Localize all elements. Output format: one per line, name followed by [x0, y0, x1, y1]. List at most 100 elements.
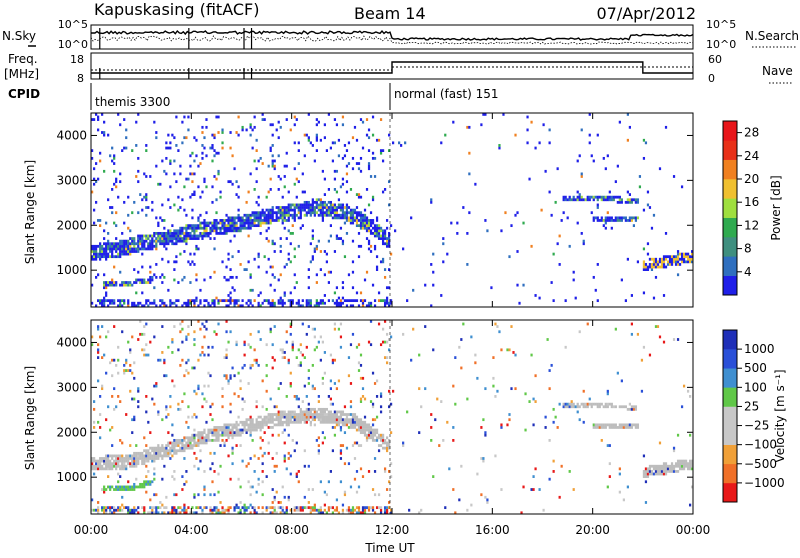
velocity-pixel [283, 457, 286, 460]
velocity-pixel [596, 426, 599, 429]
velocity-pixel [105, 371, 108, 375]
power-pixel [373, 226, 377, 230]
velocity-pixel [247, 423, 250, 427]
power-pixel [371, 151, 375, 155]
power-pixel [271, 273, 274, 277]
power-pixel [231, 226, 234, 230]
velocity-pixel [153, 384, 156, 388]
power-pixel [155, 216, 158, 220]
velocity-pixel [662, 464, 666, 468]
power-pixel [249, 213, 252, 217]
velocity-pixel [652, 467, 656, 471]
power-pixel [183, 208, 186, 212]
velocity-pixel [251, 485, 254, 489]
power-pixel [95, 244, 98, 248]
velocity-pixel [430, 413, 433, 416]
velocity-pixel [137, 451, 140, 455]
power-pixel [193, 226, 196, 230]
power-pixel [369, 221, 373, 225]
velocity-pixel [367, 506, 371, 510]
power-pixel [367, 149, 371, 152]
power-pixel [183, 250, 186, 253]
velocity-pixel [177, 441, 180, 445]
velocity-pixel [285, 413, 288, 416]
velocity-pixel [179, 330, 182, 334]
velocity-pixel [173, 508, 176, 512]
power-pixel [279, 206, 282, 209]
power-pixel [231, 229, 234, 233]
power-pixel [335, 211, 339, 215]
power-pixel [251, 219, 254, 222]
velocity-pixel [373, 433, 377, 437]
velocity-pixel [275, 405, 278, 409]
power-pixel [331, 211, 335, 215]
power-pixel [197, 224, 200, 228]
velocity-pixel [287, 498, 290, 502]
power-pixel [371, 198, 375, 202]
velocity-pixel [618, 423, 621, 427]
velocity-pixel [97, 327, 100, 331]
velocity-pixel [155, 382, 158, 385]
velocity-pixel [369, 506, 373, 510]
power-pixel [189, 299, 192, 303]
power-pixel [456, 221, 459, 225]
power-pixel [319, 203, 322, 207]
power-pixel [522, 221, 525, 225]
velocity-pixel [239, 431, 242, 435]
power-pixel [534, 294, 537, 297]
velocity-pixel [251, 418, 254, 422]
power-pixel [221, 299, 224, 303]
velocity-pixel [243, 353, 246, 357]
velocity-pixel [353, 426, 357, 429]
velocity-pixel [361, 420, 365, 424]
velocity-pixel [313, 348, 316, 352]
velocity-pixel [371, 506, 375, 510]
power-pixel [277, 188, 280, 191]
velocity-pixel [299, 418, 302, 422]
power-pixel [301, 203, 304, 207]
velocity-pixel [97, 348, 100, 352]
velocity-pixel [381, 327, 385, 331]
velocity-pixel [147, 353, 150, 357]
velocity-pixel [239, 508, 242, 512]
velocity-pixel [135, 444, 138, 447]
power-pixel [257, 252, 260, 256]
power-pixel [299, 206, 302, 209]
velocity-pixel [257, 363, 260, 367]
velocity-pixel [676, 338, 680, 341]
velocity-pixel [333, 420, 337, 424]
velocity-pixel [185, 369, 188, 372]
power-pixel [195, 224, 198, 228]
power-pixel [632, 224, 636, 228]
velocity-pixel [197, 387, 200, 391]
power-pixel [121, 250, 124, 253]
power-pixel [127, 226, 130, 230]
power-pixel [201, 125, 204, 129]
velocity-pixel [111, 485, 114, 489]
power-pixel [107, 242, 110, 246]
power-pixel [217, 131, 220, 134]
power-pixel [119, 180, 122, 184]
velocity-pixel [263, 451, 266, 455]
power-pixel [159, 182, 162, 186]
velocity-pixel [109, 488, 112, 491]
velocity-pixel [381, 433, 385, 437]
velocity-pixel [245, 420, 248, 424]
power-pixel [177, 231, 180, 235]
power-pixel [143, 278, 146, 282]
velocity-pixel [307, 369, 310, 372]
power-pixel [600, 219, 603, 222]
power-pixel [189, 154, 192, 158]
power-pixel [363, 208, 367, 212]
velocity-pixel [442, 438, 445, 442]
velocity-pixel [454, 402, 457, 406]
power-pixel [149, 281, 152, 284]
velocity-pixel [201, 392, 204, 396]
power-pixel [323, 301, 326, 305]
velocity-pixel [343, 493, 347, 497]
velocity-pixel [159, 446, 162, 450]
power-pixel [267, 301, 270, 305]
velocity-colorbar-cells [723, 330, 737, 503]
